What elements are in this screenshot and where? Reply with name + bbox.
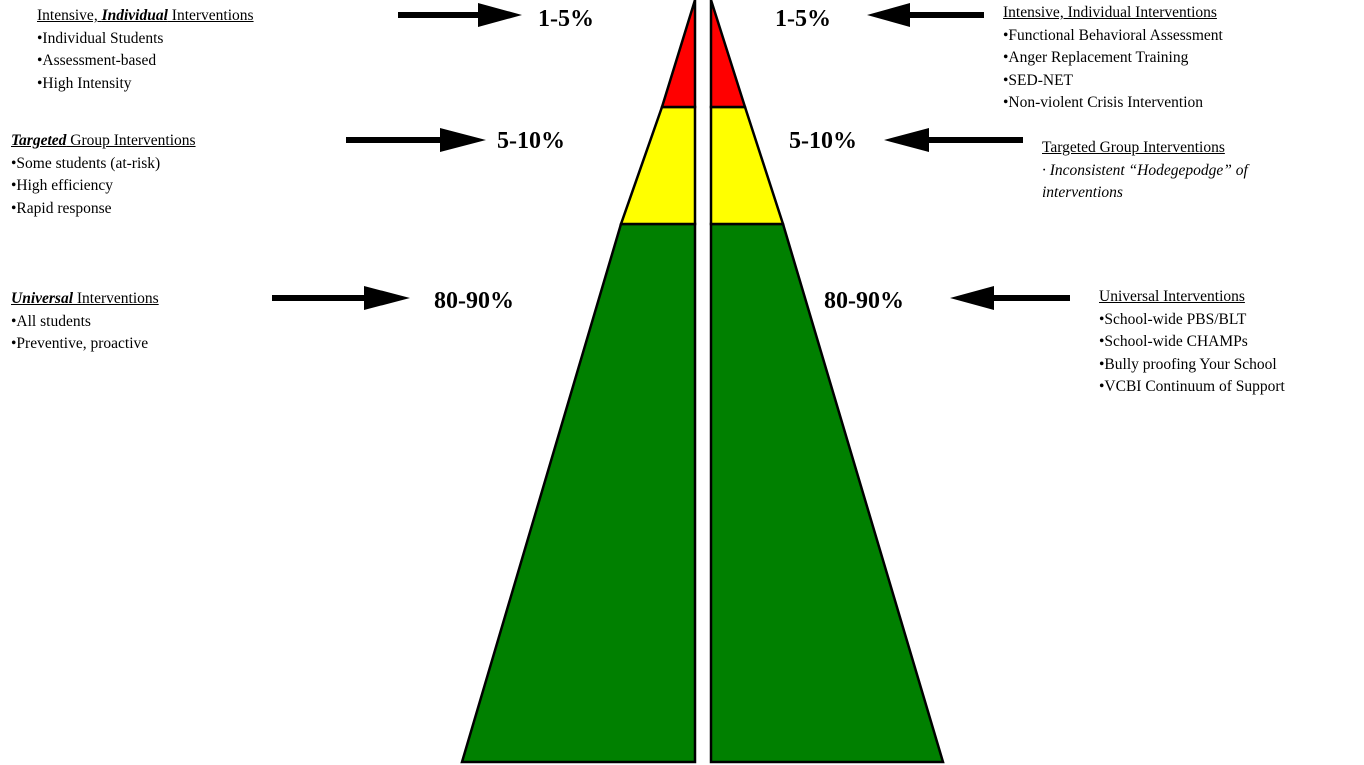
right-intensive-item: •Anger Replacement Training — [1003, 49, 1189, 66]
left-intensive-pct: 1-5% — [538, 6, 594, 32]
left-intensive-block: Intensive, Individual Interventions •Ind… — [37, 5, 254, 95]
right-tier-targeted — [709, 105, 785, 226]
right-targeted-item: interventions — [1042, 184, 1123, 201]
left-targeted-item: •High efficiency — [11, 177, 113, 194]
right-universal-heading: Universal Interventions — [1099, 288, 1245, 305]
left-intensive-item: •High Intensity — [37, 74, 132, 92]
right-intensive-item: •Non-violent Crisis Intervention — [1003, 94, 1204, 111]
left-tier-intensive — [660, 0, 697, 109]
left-intensive-item: •Assessment-based — [37, 52, 157, 69]
left-targeted-pct: 5-10% — [497, 128, 565, 154]
right-universal-item: •School-wide CHAMPs — [1099, 333, 1248, 350]
left-intensive-item: •Individual Students — [37, 29, 164, 47]
arrow-right-intensive — [867, 3, 984, 27]
left-universal-item: •Preventive, proactive — [11, 335, 149, 352]
right-targeted-pct: 5-10% — [789, 128, 857, 154]
left-targeted-item: •Rapid response — [11, 199, 112, 217]
right-intensive-heading: Intensive, Individual Interventions — [1003, 4, 1217, 21]
left-targeted-block: Targeted Group Interventions •Some stude… — [11, 130, 196, 220]
right-intensive-item: •SED-NET — [1003, 71, 1073, 89]
left-universal-pct: 80-90% — [434, 288, 514, 314]
left-universal-heading: Universal Interventions — [11, 290, 159, 307]
left-tier-targeted — [619, 105, 697, 226]
right-intensive-item: •Functional Behavioral Assessment — [1003, 26, 1223, 44]
left-universal-block: Universal Interventions •All students •P… — [11, 288, 159, 356]
right-targeted-heading: Targeted Group Interventions — [1042, 139, 1225, 156]
left-intensive-heading: Intensive, Individual Interventions — [37, 7, 254, 24]
right-universal-block: Universal Interventions •School-wide PBS… — [1099, 286, 1285, 399]
arrow-left-targeted — [346, 128, 486, 152]
right-intensive-block: Intensive, Individual Interventions •Fun… — [1003, 2, 1223, 115]
left-targeted-heading: Targeted Group Interventions — [11, 132, 196, 149]
right-tier-intensive — [709, 0, 747, 109]
right-universal-item: •VCBI Continuum of Support — [1099, 378, 1285, 395]
left-universal-item: •All students — [11, 312, 91, 330]
arrow-left-intensive — [398, 3, 522, 27]
right-targeted-block: Targeted Group Interventions · Inconsist… — [1042, 137, 1248, 205]
right-targeted-item: · Inconsistent “Hodegepodge” of — [1042, 161, 1248, 179]
right-universal-pct: 80-90% — [824, 288, 904, 314]
right-universal-item: •Bully proofing Your School — [1099, 355, 1277, 373]
right-intensive-pct: 1-5% — [775, 6, 831, 32]
arrow-right-universal — [950, 286, 1070, 310]
right-universal-item: •School-wide PBS/BLT — [1099, 310, 1247, 328]
arrow-left-universal — [272, 286, 410, 310]
left-targeted-item: •Some students (at-risk) — [11, 154, 161, 172]
arrow-right-targeted — [884, 128, 1023, 152]
